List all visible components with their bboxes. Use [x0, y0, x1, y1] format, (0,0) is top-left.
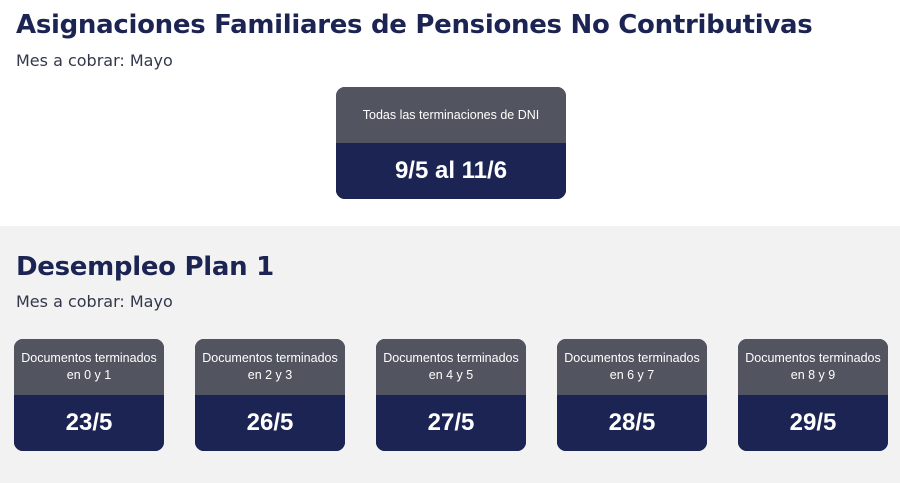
payment-card-date: 27/5 — [376, 395, 526, 451]
payment-card-label: Todas las terminaciones de DNI — [336, 87, 566, 143]
payment-card-date: 23/5 — [14, 395, 164, 451]
payment-card-dni-2-3: Documentos terminados en 2 y 3 26/5 — [195, 339, 345, 451]
section-title-desempleo: Desempleo Plan 1 — [16, 252, 274, 282]
section-subtitle-afpnc: Mes a cobrar: Mayo — [16, 51, 173, 70]
payment-card-dni-8-9: Documentos terminados en 8 y 9 29/5 — [738, 339, 888, 451]
payment-card-label: Documentos terminados en 8 y 9 — [738, 339, 888, 395]
section-title-afpnc: Asignaciones Familiares de Pensiones No … — [16, 10, 813, 40]
payment-card-date: 9/5 al 11/6 — [336, 143, 566, 199]
section-subtitle-desempleo: Mes a cobrar: Mayo — [16, 292, 173, 311]
payment-card-dni-0-1: Documentos terminados en 0 y 1 23/5 — [14, 339, 164, 451]
section-afpnc: Asignaciones Familiares de Pensiones No … — [0, 0, 900, 226]
payment-card-date: 28/5 — [557, 395, 707, 451]
payment-card-label: Documentos terminados en 6 y 7 — [557, 339, 707, 395]
payment-card-dni-6-7: Documentos terminados en 6 y 7 28/5 — [557, 339, 707, 451]
payment-card-dni-4-5: Documentos terminados en 4 y 5 27/5 — [376, 339, 526, 451]
payment-card-label: Documentos terminados en 2 y 3 — [195, 339, 345, 395]
payment-card-date: 26/5 — [195, 395, 345, 451]
payment-card-label: Documentos terminados en 0 y 1 — [14, 339, 164, 395]
payment-card-date: 29/5 — [738, 395, 888, 451]
payment-card-all-dni: Todas las terminaciones de DNI 9/5 al 11… — [336, 87, 566, 199]
payment-card-label: Documentos terminados en 4 y 5 — [376, 339, 526, 395]
